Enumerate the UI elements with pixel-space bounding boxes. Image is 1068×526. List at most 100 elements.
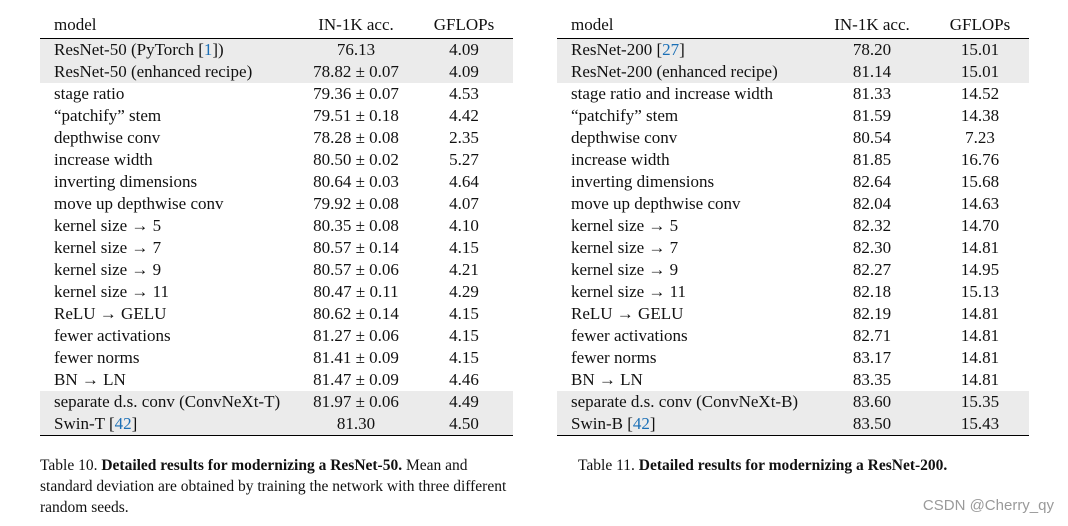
model-name: kernel size → 5 (54, 216, 162, 235)
resnet50-results-table: model IN-1K acc. GFLOPs ResNet-50 (PyTor… (40, 12, 513, 436)
caption-bold: Detailed results for modernizing a ResNe… (638, 457, 948, 474)
cell-acc: 80.54 (852, 128, 892, 147)
resnet50-table-body: ResNet-50 (PyTorch [1]) 76.13 4.09 ResNet-5… (40, 38, 513, 436)
cell-acc: 78.20 (813, 38, 931, 61)
table-row: stage ratio and increase width 81.33 14.52 (557, 83, 1029, 105)
resnet200-table-body: ResNet-200 [27] 78.20 15.01 ResNet-200 (enh… (557, 38, 1029, 436)
citation-link[interactable]: 42 (114, 414, 132, 433)
cell-acc: 80.47 ± 0.11 (313, 282, 399, 301)
cell-gflops: 4.21 (449, 260, 479, 279)
table-row: ResNet-200 [27] 78.20 15.01 (557, 38, 1029, 61)
cell-model: ResNet-50 (enhanced recipe) (40, 61, 297, 83)
cell-acc: 81.14 (813, 61, 931, 83)
cell-acc: 78.28 ± 0.08 (313, 128, 399, 147)
cell-gflops: 5.27 (449, 150, 479, 169)
cell-gflops: 14.52 (960, 84, 1000, 103)
cell-acc: 80.50 ± 0.02 (313, 150, 399, 169)
table-row: kernel size → 5 82.32 14.70 (557, 215, 1029, 237)
model-name: depthwise conv (54, 128, 161, 147)
header-acc: IN-1K acc. (297, 12, 415, 39)
cell-acc: 81.85 (852, 150, 892, 169)
table-row: Swin-B [42] 83.50 15.43 (557, 413, 1029, 436)
caption-bold: Detailed results for modernizing a ResNe… (101, 457, 403, 474)
header-model: model (40, 12, 297, 39)
header-gflops: GFLOPs (415, 12, 513, 39)
table10-caption: Table 10. Detailed results for modernizi… (40, 455, 518, 518)
cell-model: ResNet-50 (PyTorch [1]) (40, 38, 297, 61)
cell-gflops: 4.09 (415, 61, 513, 83)
cell-gflops: 4.53 (449, 84, 479, 103)
model-name: kernel size → 9 (54, 260, 162, 279)
cell-acc: 78.82 ± 0.07 (297, 61, 415, 83)
resnet50-results-table-panel: model IN-1K acc. GFLOPs ResNet-50 (PyTor… (40, 12, 513, 436)
cell-gflops: 14.81 (960, 238, 1000, 257)
cell-model: fewer norms (557, 347, 813, 369)
model-name: fewer activations (54, 326, 171, 345)
table-row: fewer norms 81.41 ± 0.09 4.15 (40, 347, 513, 369)
cell-acc: 80.64 ± 0.03 (313, 172, 399, 191)
cell-gflops: 4.15 (449, 326, 479, 345)
table-header-row: model IN-1K acc. GFLOPs (40, 12, 513, 39)
cell-acc: 82.71 (852, 326, 892, 345)
table-row: BN → LN 83.35 14.81 (557, 369, 1029, 391)
resnet200-results-table-panel: model IN-1K acc. GFLOPs ResNet-200 [27] 7… (557, 12, 1029, 436)
cell-model: stage ratio (40, 83, 297, 105)
cell-gflops: 14.81 (960, 304, 1000, 323)
cell-model: “patchify” stem (40, 105, 297, 127)
cell-gflops: 4.49 (415, 391, 513, 413)
cell-acc: 79.92 ± 0.08 (313, 194, 399, 213)
cell-model: kernel size → 7 (557, 237, 813, 259)
cell-gflops: 14.81 (960, 326, 1000, 345)
cell-acc: 82.04 (852, 194, 892, 213)
model-name: fewer activations (571, 326, 688, 345)
model-name: separate d.s. conv (ConvNeXt-B) (571, 392, 799, 411)
cell-model: depthwise conv (557, 127, 813, 149)
model-name: fewer norms (571, 348, 657, 367)
cell-acc: 81.27 ± 0.06 (313, 326, 399, 345)
citation-link[interactable]: 27 (662, 40, 680, 59)
table-row: fewer activations 81.27 ± 0.06 4.15 (40, 325, 513, 347)
table-row: fewer norms 83.17 14.81 (557, 347, 1029, 369)
model-name: BN → LN (54, 370, 126, 389)
cell-acc: 82.32 (852, 216, 892, 235)
model-name: move up depthwise conv (571, 194, 741, 213)
cell-gflops: 4.42 (449, 106, 479, 125)
table-row: depthwise conv 78.28 ± 0.08 2.35 (40, 127, 513, 149)
cell-model: kernel size → 11 (40, 281, 297, 303)
table-row: “patchify” stem 81.59 14.38 (557, 105, 1029, 127)
model-name: ResNet-200 (enhanced recipe) (571, 62, 778, 81)
cell-model: stage ratio and increase width (557, 83, 813, 105)
cell-gflops: 14.81 (960, 370, 1000, 389)
table-row: ResNet-50 (PyTorch [1]) 76.13 4.09 (40, 38, 513, 61)
cell-acc: 81.97 ± 0.06 (297, 391, 415, 413)
table-row: stage ratio 79.36 ± 0.07 4.53 (40, 83, 513, 105)
table-row: “patchify” stem 79.51 ± 0.18 4.42 (40, 105, 513, 127)
cell-model: fewer norms (40, 347, 297, 369)
citation-link[interactable]: 1 (203, 40, 213, 59)
watermark: CSDN @Cherry_qy (922, 497, 1054, 514)
model-name: stage ratio (54, 84, 125, 103)
cell-model: separate d.s. conv (ConvNeXt-T) (40, 391, 297, 413)
cell-model: increase width (40, 149, 297, 171)
table-row: kernel size → 11 80.47 ± 0.11 4.29 (40, 281, 513, 303)
citation-link[interactable]: 42 (632, 414, 650, 433)
cell-acc: 82.64 (852, 172, 892, 191)
cell-model: depthwise conv (40, 127, 297, 149)
cell-gflops: 4.29 (449, 282, 479, 301)
cell-model: fewer activations (40, 325, 297, 347)
cell-model: ResNet-200 (enhanced recipe) (557, 61, 813, 83)
cell-gflops: 4.15 (449, 304, 479, 323)
table-row: move up depthwise conv 79.92 ± 0.08 4.07 (40, 193, 513, 215)
cell-gflops: 4.64 (449, 172, 479, 191)
cell-model: ResNet-200 [27] (557, 38, 813, 61)
table-row: kernel size → 7 80.57 ± 0.14 4.15 (40, 237, 513, 259)
table-row: ReLU → GELU 82.19 14.81 (557, 303, 1029, 325)
caption-rest: Mean and standard deviation are obtained… (40, 457, 507, 516)
cell-acc: 81.33 (852, 84, 892, 103)
cell-acc: 79.51 ± 0.18 (313, 106, 399, 125)
table-row: inverting dimensions 80.64 ± 0.03 4.64 (40, 171, 513, 193)
cell-gflops: 14.38 (960, 106, 1000, 125)
cell-model: kernel size → 5 (40, 215, 297, 237)
caption-prefix: Table 10. (40, 457, 102, 474)
cell-gflops: 15.01 (931, 61, 1029, 83)
